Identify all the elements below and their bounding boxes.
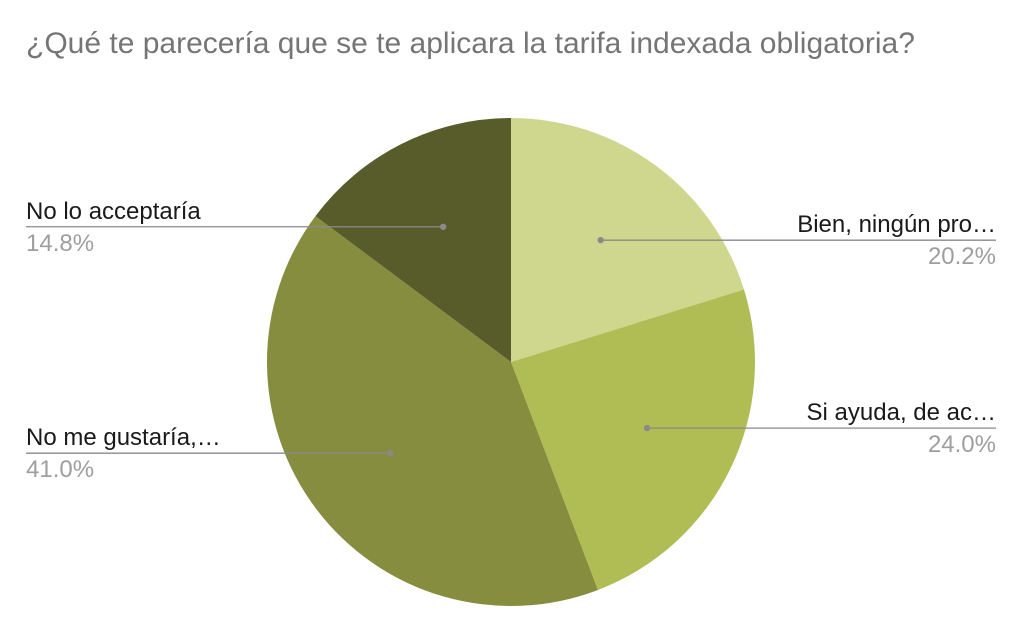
slice-label-no-lo-acceptaria: No lo acceptaría <box>26 198 201 225</box>
pie-slice-no-me-gustaria <box>266 216 598 607</box>
slice-label-si-ayuda-de-ac: Si ayuda, de ac… <box>807 399 996 426</box>
slice-percent-bien-ningun-pro: 20.2% <box>928 243 996 270</box>
slice-label-no-me-gustaria: No me gustaría,… <box>26 424 221 451</box>
leader-dot-bien-ningun-pro <box>597 236 604 244</box>
slice-percent-no-me-gustaria: 41.0% <box>26 456 94 483</box>
slice-percent-si-ayuda-de-ac: 24.0% <box>928 431 996 458</box>
leader-dot-no-me-gustaria <box>387 450 394 457</box>
leader-dot-si-ayuda-de-ac <box>643 424 651 432</box>
slice-percent-no-lo-acceptaria: 14.8% <box>26 230 94 257</box>
chart-title: ¿Qué te parecería que se te aplicara la … <box>26 27 915 60</box>
slice-label-bien-ningun-pro: Bien, ningún pro… <box>797 211 996 238</box>
leader-dot-no-lo-acceptaria <box>439 223 447 230</box>
pie-slices <box>266 118 756 607</box>
pie-slice-si-ayuda-de-ac <box>511 289 756 590</box>
pie-labels: Bien, ningún pro… 20.2% Si ayuda, de ac… 24… <box>26 198 996 483</box>
pie-slice-no-lo-acceptaria <box>315 118 511 362</box>
